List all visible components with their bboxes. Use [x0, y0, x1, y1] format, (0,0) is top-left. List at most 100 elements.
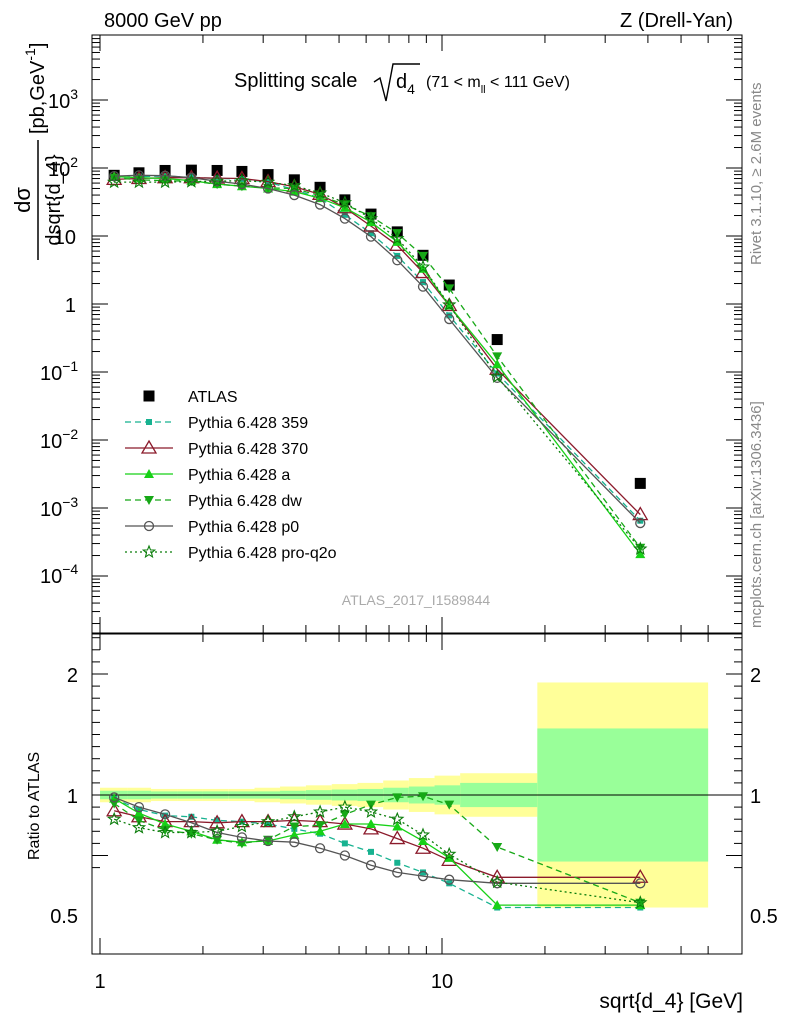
- ratio-y-tick-labels: 0.5 1 2 0.5 1 2: [50, 665, 778, 928]
- main-y-tick-labels: 10−4 10−3 10−2 10−1 1 10 102 103: [40, 86, 78, 588]
- ratio-tick-label-2: 2: [67, 665, 78, 687]
- axis-ticks: [92, 35, 742, 954]
- series-pythia-6-428-pro-q2o-ratio-point: [633, 895, 648, 909]
- series-pythia-6-428-dw-ratio-point: [444, 800, 455, 810]
- series-pythia-6-428-a-ratio-point: [315, 826, 326, 836]
- series-pythia-6-428-pro-q2o-ratio-point: [337, 799, 353, 814]
- ytick-label-1e-3: 10−3: [40, 494, 78, 521]
- series-pythia-6-428-p0-point: [186, 172, 197, 183]
- series-pythia-6-428-p0-ratio-point: [262, 835, 274, 847]
- series-pythia-6-428-pro-q2o-point: [209, 173, 225, 188]
- series-pythia-6-428-pro-q2o-point: [287, 178, 302, 192]
- series-pythia-6-428-pro-q2o-point: [390, 231, 405, 245]
- series-pythia-6-428-dw-line: [114, 177, 641, 549]
- plot-title: Splitting scale d4 (71 < mll < 111 GeV): [234, 63, 570, 102]
- series-pythia-6-428-p0-ratio-point: [417, 870, 429, 882]
- series-pythia-6-428-pro-q2o-ratio-point: [260, 814, 276, 828]
- header-right: Z (Drell-Yan): [620, 10, 733, 32]
- series-pythia-6-428-p0-ratio-point: [314, 843, 326, 854]
- legend-pythia-6-428-dw-marker: [144, 496, 154, 505]
- series-pythia-6-428-a-ratio-point: [365, 819, 376, 829]
- series-pythia-6-428-370-ratio-point: [389, 830, 406, 845]
- series-pythia-6-428-pro-q2o-ratio-point: [415, 827, 431, 842]
- series-pythia-6-428-p0-ratio-point: [392, 867, 403, 878]
- series-pythia-6-428-359-ratio-point: [214, 817, 221, 824]
- series-pythia-6-428-370-ratio-point: [632, 868, 649, 883]
- series-pythia-6-428-pro-q2o-ratio-point: [363, 804, 379, 819]
- legend-pythia-6-428-p0-label: Pythia 6.428 p0: [188, 519, 299, 536]
- legend-pythia-6-428-359-label: Pythia 6.428 359: [188, 415, 308, 432]
- series-pythia-6-428-359-point: [341, 211, 348, 218]
- series-pythia-6-428-pro-q2o-ratio-point: [312, 804, 328, 819]
- series-pythia-6-428-dw-ratio-point: [160, 826, 171, 836]
- series-pythia-6-428-pro-q2o-ratio-point: [234, 818, 250, 833]
- series-pythia-6-428-a-line: [114, 175, 641, 555]
- series-pythia-6-428-pro-q2o-ratio-point: [106, 811, 122, 826]
- series-pythia-6-428-pro-q2o-point: [260, 174, 276, 189]
- series-pythia-6-428-p0-ratio-point: [289, 837, 300, 848]
- series-pythia-6-428-p0-ratio-point: [159, 809, 171, 820]
- series-pythia-6-428-pro-q2o-ratio-point: [184, 825, 199, 839]
- series-pythia-6-428-pro-q2o-point: [633, 541, 648, 556]
- series-pythia-6-428-pro-q2o-ratio-point: [490, 874, 505, 889]
- series-pythia-6-428-pro-q2o-ratio-point: [287, 809, 302, 823]
- series-pythia-6-428-dw-ratio-point: [339, 810, 350, 820]
- legend-pythia-6-428-370-marker: [140, 439, 158, 454]
- series-pythia-6-428-p0-ratio-point: [444, 874, 455, 885]
- series-pythia-6-428-p0-point: [339, 213, 351, 224]
- series-pythia-6-428-p0-point: [444, 313, 455, 325]
- main-plot-frame: [91, 34, 743, 634]
- series-pythia-6-428-pro-q2o-ratio-line: [113, 806, 641, 904]
- legend-pythia-6-428-a-label: Pythia 6.428 a: [188, 467, 290, 484]
- series-pythia-6-428-p0-point: [109, 170, 120, 182]
- series-atlas-point: [491, 334, 503, 346]
- series-pythia-6-428-a-ratio-point: [392, 821, 403, 831]
- series-pythia-6-428-p0-point: [365, 231, 377, 242]
- xtick-label-10: 10: [431, 971, 453, 993]
- series-pythia-6-428-pro-q2o-point: [337, 195, 353, 209]
- legend-pythia-6-428-pro-q2o-label: Pythia 6.428 pro-q2o: [188, 545, 337, 562]
- main-series: [106, 164, 649, 559]
- series-pythia-6-428-a-ratio-line: [113, 798, 641, 906]
- series-pythia-6-428-dw-point: [418, 251, 429, 261]
- x-axis-label: sqrt{d_4} [GeV]: [599, 990, 743, 1013]
- series-pythia-6-428-370-line: [114, 177, 641, 516]
- series-pythia-6-428-pro-q2o-ratio-point: [442, 846, 457, 861]
- series-pythia-6-428-p0-ratio-line: [113, 796, 641, 884]
- legend-atlas-marker: [143, 390, 155, 402]
- title-main: Splitting scale: [234, 70, 357, 92]
- ratio-y-axis-label: Ratio to ATLAS: [26, 752, 43, 860]
- series-pythia-6-428-359-point: [446, 312, 453, 319]
- series-pythia-6-428-359-ratio-point: [446, 880, 453, 887]
- series-pythia-6-428-pro-q2o-ratio-point: [390, 811, 405, 826]
- series-pythia-6-428-370-ratio-line: [114, 810, 641, 878]
- series-pythia-6-428-dw-ratio-point: [418, 792, 429, 802]
- series-pythia-6-428-dw-ratio-point: [263, 835, 274, 845]
- xtick-label-1: 1: [94, 971, 105, 993]
- legend-pythia-6-428-p0-marker: [143, 520, 155, 532]
- series-pythia-6-428-a-ratio-point: [339, 819, 350, 829]
- ytick-label-1e2: 102: [48, 154, 78, 181]
- ytick-label-1e-1: 10−1: [40, 358, 78, 385]
- ratio-tick-label-0.5: 0.5: [50, 906, 78, 928]
- legend-pythia-6-428-pro-q2o-marker: [141, 544, 157, 559]
- series-pythia-6-428-p0-ratio-point: [635, 878, 646, 889]
- series-pythia-6-428-p0-point: [635, 517, 646, 529]
- series-pythia-6-428-359-point: [367, 230, 374, 237]
- series-pythia-6-428-dw-point: [492, 352, 503, 362]
- ytick-label-1e-2: 10−2: [40, 426, 78, 453]
- legend-pythia-6-428-370-label: Pythia 6.428 370: [188, 441, 308, 458]
- series-pythia-6-428-pro-q2o-point: [106, 174, 122, 189]
- ytick-label-10: 10: [54, 227, 76, 249]
- series-pythia-6-428-p0-ratio-point: [236, 832, 248, 843]
- ytick-label-1e-4: 10−4: [40, 561, 78, 588]
- series-atlas-point: [634, 477, 646, 489]
- series-pythia-6-428-p0-ratio-point: [133, 801, 145, 813]
- y-axis-label-numerator: dσ: [10, 187, 35, 213]
- series-pythia-6-428-359-ratio-point: [420, 869, 427, 876]
- series-pythia-6-428-a-point: [635, 549, 646, 559]
- series-pythia-6-428-pro-q2o-point: [490, 369, 505, 383]
- series-pythia-6-428-pro-q2o-point: [234, 173, 250, 187]
